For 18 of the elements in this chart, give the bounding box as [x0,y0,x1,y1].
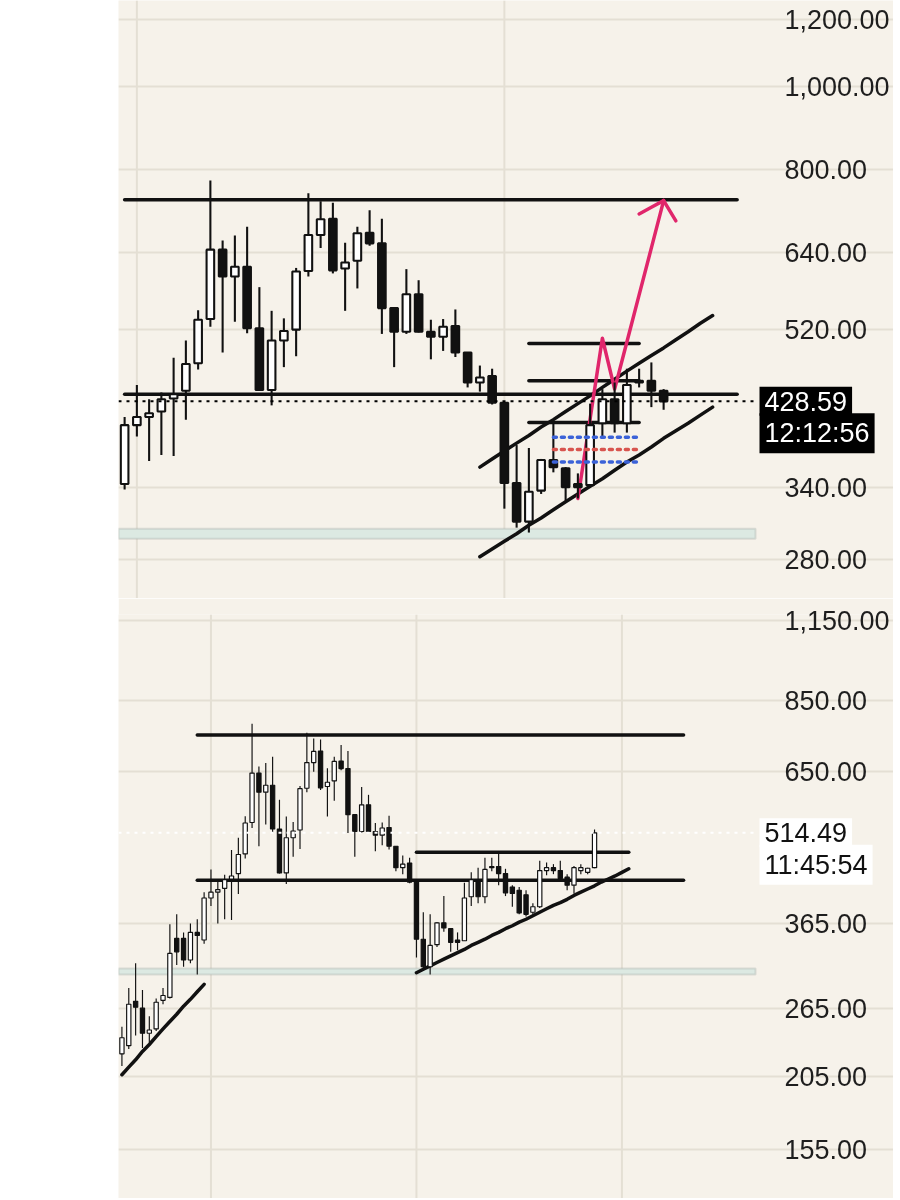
text: 11:45:54 [764,849,868,880]
y-tick-label: 1,000.00 [784,72,890,103]
y-tick-label: 850.00 [784,685,868,716]
y-tick-label: 340.00 [784,472,868,503]
ref-line-label: 428.59 [764,386,848,417]
text: 12:12:56 [764,418,870,449]
y-tick-label: 650.00 [784,756,868,787]
y-tick-label: 800.00 [784,155,868,186]
y-tick-label: 640.00 [784,238,868,269]
y-tick-label: 265.00 [784,993,868,1024]
y-tick-label: 1,200.00 [784,4,890,35]
y-tick-label: 520.00 [784,315,868,346]
y-tick-label: 365.00 [784,909,868,940]
ref-line-label: 514.49 [764,818,848,849]
y-tick-label: 155.00 [784,1135,868,1166]
y-tick-label: 280.00 [784,544,868,575]
y-tick-label: 205.00 [784,1061,868,1092]
y-tick-label: 1,150.00 [784,605,890,636]
